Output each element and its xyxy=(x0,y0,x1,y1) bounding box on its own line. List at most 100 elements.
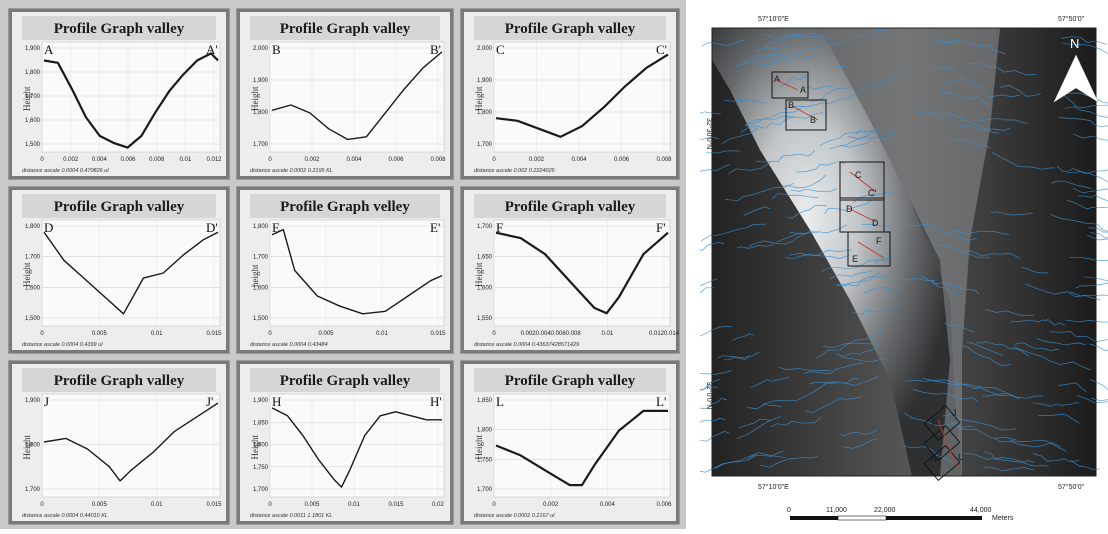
box-label-f1: F xyxy=(876,236,882,246)
y-tick: 1,500 xyxy=(25,142,41,148)
profile-title: Profile Graph valley xyxy=(280,373,411,389)
x-tick: 0.008 xyxy=(149,157,165,163)
scale-tick-0: 0 xyxy=(787,507,791,514)
box-label-e1: E xyxy=(852,254,858,264)
distance-caption: distance ascale 0.0002 0.2167 ul xyxy=(474,513,555,519)
profile-title: Profile Graph valley xyxy=(505,21,636,37)
x-tick: 0.002 xyxy=(304,157,320,163)
y-axis-label: Height xyxy=(474,435,484,460)
profile-svg: Profile Graph valley1,8501,8001,7501,700… xyxy=(460,360,680,525)
profile-svg: Profile Graph valley2,0001,9001,8001,700… xyxy=(460,8,680,180)
x-tick: 0.0020.0040.0060.008 xyxy=(521,331,582,337)
start-label: H xyxy=(272,394,281,409)
y-axis-label: height xyxy=(250,264,260,287)
profile-svg: Profile Graph valley1,7001,6501,6001,550… xyxy=(460,186,680,354)
distance-caption: distance ascale 0.0004 0.4399 ul xyxy=(22,342,103,348)
end-label: H' xyxy=(430,394,442,409)
profile-title: Profile Graph valley xyxy=(54,199,185,215)
x-tick: 0.005 xyxy=(304,502,320,508)
y-tick: 1,800 xyxy=(253,224,269,230)
box-label-j1: J xyxy=(952,408,957,418)
y-tick: 1,900 xyxy=(253,398,269,404)
end-label: L' xyxy=(656,394,666,409)
scale-tick-2: 22,000 xyxy=(874,507,896,514)
y-tick: 1,800 xyxy=(25,224,41,230)
x-tick: 0.01 xyxy=(348,502,360,508)
x-tick: 0.012 xyxy=(206,157,222,163)
y-tick: 1,700 xyxy=(477,142,493,148)
plot-area xyxy=(42,220,220,326)
box-label-c1: C xyxy=(855,170,862,180)
lat-bottom: 32°0'0"N xyxy=(705,382,713,409)
distance-caption: distance ascale 0.0002 0.2195 KL xyxy=(250,168,333,174)
scale-unit: Meters xyxy=(992,515,1014,522)
profile-svg: Profile Graph valley1,9001,8501,8001,750… xyxy=(236,360,454,525)
drainage-map: 57°10'0"E 57°50'0" 57°10'0"E 57°50'0" 32… xyxy=(700,0,1108,529)
y-axis-label: Height xyxy=(22,435,32,460)
x-tick: 0.006 xyxy=(614,157,630,163)
distance-caption: distance ascale 0.0004 0.43484 xyxy=(250,342,328,348)
profile-title: Profile Graph valley xyxy=(280,21,411,37)
start-label: E xyxy=(272,220,280,235)
y-tick: 1,700 xyxy=(253,142,269,148)
start-label: A xyxy=(44,42,54,57)
scale-tick-1: 11,000 xyxy=(826,507,847,514)
y-tick: 1,800 xyxy=(25,70,41,76)
distance-caption: distance ascale 0.0004 0.43637428571429 xyxy=(474,342,579,348)
x-tick: 0.0120.014 xyxy=(649,331,680,337)
scale-tick-3: 44,000 xyxy=(970,507,992,514)
box-label-d2: D xyxy=(872,218,879,228)
coord-top-right: 57°50'0" xyxy=(1058,15,1085,23)
x-tick: 0.01 xyxy=(601,331,613,337)
x-tick: 0.004 xyxy=(600,502,616,508)
lat-top: 32°30'0"N xyxy=(705,118,713,149)
y-tick: 1,500 xyxy=(25,316,41,322)
box-label-b2: B xyxy=(810,115,816,125)
y-tick: 1,850 xyxy=(477,398,493,404)
end-label: A' xyxy=(206,42,218,57)
x-tick: 0.005 xyxy=(92,331,108,337)
x-tick: 0.01 xyxy=(376,331,388,337)
y-tick: 1,700 xyxy=(253,255,269,261)
profile-title: Profile Graph valley xyxy=(505,373,636,389)
y-axis-label: Height xyxy=(22,86,32,111)
plot-area xyxy=(42,394,220,497)
box-label-h1: H xyxy=(930,454,937,464)
profile-title: Profile Graph valley xyxy=(505,199,636,215)
distance-caption: distance ascale 0.0004 0.470826 ul xyxy=(22,168,109,174)
profile-svg: Profile Graph velley1,8001,7001,6001,500… xyxy=(236,186,454,354)
start-label: F xyxy=(496,220,503,235)
x-tick: 0.01 xyxy=(151,502,163,508)
box-label-b1: B xyxy=(788,100,794,110)
x-tick: 0.002 xyxy=(543,502,559,508)
y-tick: 1,600 xyxy=(25,118,41,124)
end-label: B' xyxy=(430,42,441,57)
distance-caption: distance ascale 0.0004 0.44010 KL xyxy=(22,513,108,519)
x-tick: 0.004 xyxy=(571,157,587,163)
profile-title: Profile Graph valley xyxy=(54,373,185,389)
profile-svg: Profile Graph valley1,8001,7001,6001,500… xyxy=(8,186,230,354)
end-label: E' xyxy=(430,220,440,235)
x-tick: 0.006 xyxy=(656,502,672,508)
y-tick: 1,850 xyxy=(253,420,269,426)
distance-caption: distance ascale 0.0011 1.1801 KL xyxy=(250,513,332,519)
x-tick: 0.015 xyxy=(388,502,404,508)
x-tick: 0.01 xyxy=(179,157,191,163)
coord-bottom-right: 57°50'0" xyxy=(1058,483,1085,491)
start-label: D xyxy=(44,220,53,235)
x-tick: 0.004 xyxy=(92,157,108,163)
start-label: C xyxy=(496,42,505,57)
end-label: F' xyxy=(656,220,666,235)
scale-seg-1 xyxy=(790,516,838,520)
box-label-a2: A xyxy=(800,85,806,95)
profile-svg: Profile Graph valley2,0001,9001,8001,700… xyxy=(236,8,454,180)
